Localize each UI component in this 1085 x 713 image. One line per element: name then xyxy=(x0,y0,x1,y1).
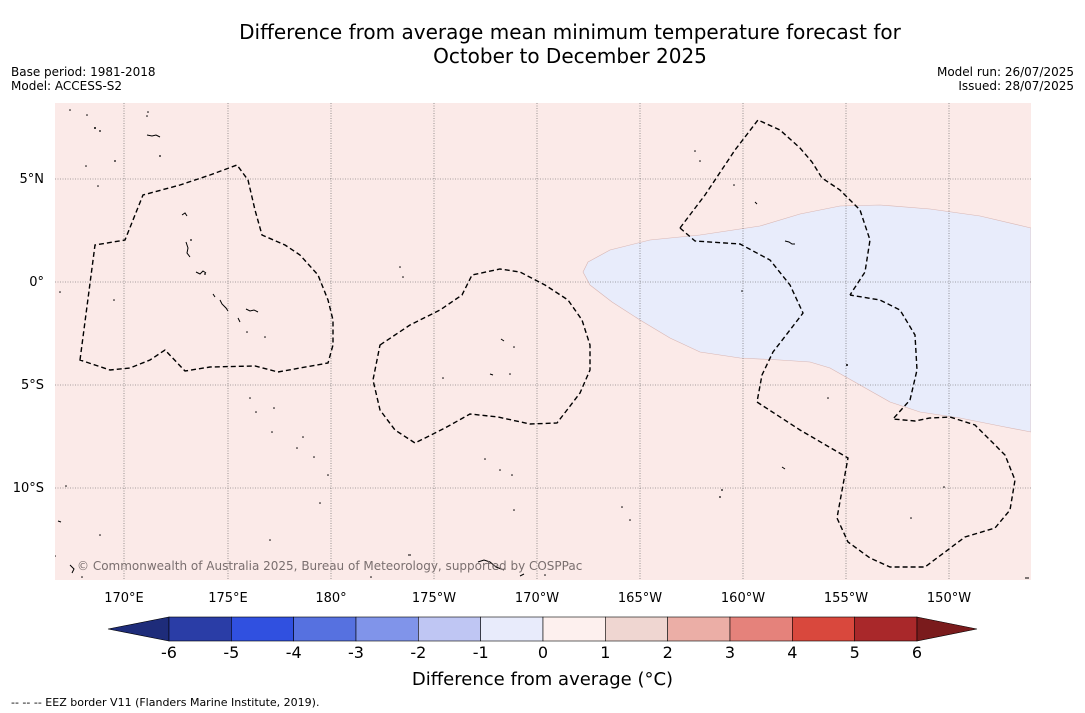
lon-label-170e: 170°E xyxy=(104,591,144,606)
colorbar-segment xyxy=(231,616,294,642)
eez-borders xyxy=(79,119,1016,568)
colorbar: -6 -5 -4 -3 -2 -1 0 1 2 3 4 5 6 xyxy=(107,616,978,662)
lon-label-175e: 175°E xyxy=(208,591,248,606)
lon-label-170w: 170°W xyxy=(515,591,559,606)
colorbar-label: Difference from average (°C) xyxy=(411,669,674,690)
colorbar-segment xyxy=(418,616,481,642)
colorbar-segment xyxy=(729,616,793,642)
eez-border-phoenix xyxy=(372,268,591,444)
colorbar-tick-label: -5 xyxy=(223,643,239,662)
gridlines xyxy=(55,103,1031,580)
issued-text: Issued: 28/07/2025 xyxy=(958,79,1074,93)
colorbar-tick-label: -3 xyxy=(348,643,364,662)
colorbar-under-arrow xyxy=(107,616,170,642)
colorbar-tick-label: -6 xyxy=(161,643,177,662)
lon-label-180: 180° xyxy=(315,591,346,606)
colorbar-segment xyxy=(854,616,918,642)
lat-label-10s: 10°S xyxy=(13,481,44,496)
lat-label-5n: 5°N xyxy=(20,172,45,187)
island-dots xyxy=(55,109,945,578)
title-line-1: Difference from average mean minimum tem… xyxy=(239,20,901,44)
colorbar-tick-label: 1 xyxy=(600,643,610,662)
latitude-labels: 5°N 0° 5°S 10°S xyxy=(13,172,44,496)
lon-label-150w: 150°W xyxy=(927,591,971,606)
metadata-right: Model run: 26/07/2025 Issued: 28/07/2025 xyxy=(937,65,1074,93)
eez-legend-note: -- -- -- EEZ border V11 (Flanders Marine… xyxy=(11,696,320,709)
title-line-2: October to December 2025 xyxy=(433,44,707,68)
colorbar-segment xyxy=(355,616,419,642)
model-text: Model: ACCESS-S2 xyxy=(11,79,123,93)
colorbar-segment xyxy=(667,616,731,642)
colorbar-tick-label: 5 xyxy=(850,643,860,662)
islands xyxy=(57,134,1029,579)
colorbar-segments xyxy=(168,616,918,642)
metadata-left: Base period: 1981-2018 Model: ACCESS-S2 xyxy=(11,65,156,93)
map-panel: © Commonwealth of Australia 2025, Bureau… xyxy=(55,103,1031,580)
longitude-labels: 170°E 175°E 180° 175°W 170°W 165°W 160°W… xyxy=(104,591,971,606)
lon-label-165w: 165°W xyxy=(618,591,662,606)
model-run-text: Model run: 26/07/2025 xyxy=(936,65,1074,79)
colorbar-tick-label: 4 xyxy=(787,643,797,662)
eez-border-line-islands xyxy=(679,119,871,296)
colorbar-segment xyxy=(792,616,855,642)
colorbar-tick-label: -1 xyxy=(473,643,489,662)
lat-label-5s: 5°S xyxy=(21,378,44,393)
colorbar-segment xyxy=(480,616,544,642)
colorbar-tick-label: 0 xyxy=(538,643,548,662)
colorbar-segment xyxy=(293,616,357,642)
colorbar-tick-label: -4 xyxy=(286,643,302,662)
eez-border-line-islands-south xyxy=(679,227,1016,568)
eez-border-kiribati-gilberts xyxy=(79,164,334,373)
colorbar-tick-label: 6 xyxy=(912,643,922,662)
copyright-text: © Commonwealth of Australia 2025, Bureau… xyxy=(77,559,582,573)
colorbar-tick-label: 2 xyxy=(663,643,673,662)
colorbar-segment xyxy=(605,616,668,642)
colorbar-segment xyxy=(542,616,606,642)
lon-label-175w: 175°W xyxy=(412,591,456,606)
colorbar-tick-label: -2 xyxy=(410,643,426,662)
lon-label-160w: 160°W xyxy=(721,591,765,606)
colorbar-tick-label: 3 xyxy=(725,643,735,662)
base-period-text: Base period: 1981-2018 xyxy=(11,65,156,79)
lon-label-155w: 155°W xyxy=(824,591,868,606)
lat-label-eq: 0° xyxy=(29,275,44,290)
map-title: Difference from average mean minimum tem… xyxy=(0,20,1085,68)
colorbar-segment xyxy=(168,616,232,642)
colorbar-ticks: -6 -5 -4 -3 -2 -1 0 1 2 3 4 5 6 xyxy=(161,643,922,662)
colorbar-over-arrow xyxy=(916,616,978,642)
cool-anomaly-region xyxy=(582,204,1031,433)
